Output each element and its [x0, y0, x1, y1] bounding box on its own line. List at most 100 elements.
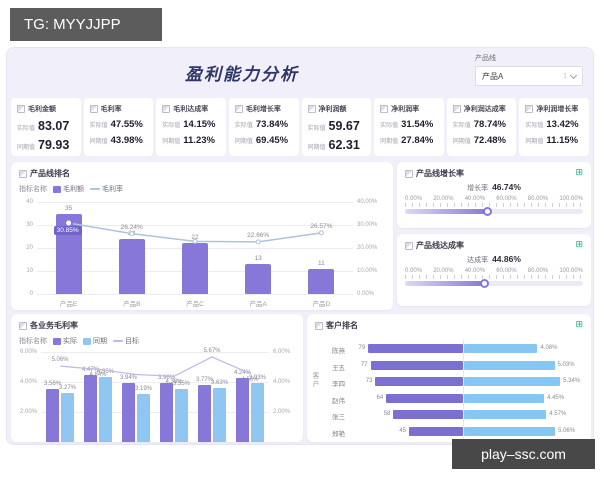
kpi-card: 净利润额 实际值 59.67 同期值 62.31 [301, 98, 372, 156]
bar-customer-rate[interactable] [464, 426, 556, 436]
gauge-fill [405, 281, 485, 286]
panel-title: 各业务毛利率 [19, 320, 78, 331]
customer-name: 张三 [332, 414, 345, 421]
bar-customer-rate[interactable] [464, 360, 555, 370]
line-point[interactable] [129, 231, 135, 237]
panel-growth-rate-gauge: 产品线增长率 ⊞ 增长率 46.74% 0.00% 20.00% 40.00% 60.00… [397, 162, 591, 228]
kpi-period-row: 同期值 69.45% [235, 135, 293, 146]
line-point[interactable] [255, 239, 261, 245]
export-icon[interactable]: ⊞ [575, 319, 583, 329]
growth-rate-gauge: 增长率 46.74% 0.00% 20.00% 40.00% 60.00% 80.00% 10… [405, 182, 583, 216]
gauge-tick: 80.00% [527, 196, 549, 202]
business-margin-chart: 2.00% 2.00% 4.00% 4.00% 6.00% 6.00% 3.56% 3.27%… [11, 314, 303, 442]
bar-customer-rate[interactable] [464, 410, 547, 419]
metric-icon [380, 105, 389, 113]
bar-period[interactable] [251, 383, 264, 442]
kpi-title: 净利润达成率 [452, 104, 511, 114]
line-point[interactable] [192, 238, 198, 244]
bar-period[interactable] [61, 392, 74, 442]
bar-customer-rate[interactable] [464, 344, 538, 353]
bar-customer-rate[interactable] [464, 377, 561, 386]
bar-customer-amount[interactable] [409, 426, 463, 436]
bar-value-label: 4.47% [81, 366, 99, 373]
gauge-track[interactable] [405, 279, 583, 288]
panel-title: 客户排名 [315, 320, 358, 331]
kpi-row: 毛利金额 实际值 83.07 同期值 79.93 毛利率 实际值 47.55% 同期值 43.98… [11, 98, 589, 156]
gauge-value-row: 达成率 44.86% [405, 254, 583, 265]
bar-actual[interactable] [198, 385, 211, 442]
kpi-actual-label: 实际值 [162, 123, 181, 129]
line-point[interactable] [318, 230, 324, 236]
gauge-handle[interactable] [479, 279, 489, 288]
bar-customer-amount[interactable] [368, 344, 463, 353]
bar-actual[interactable] [160, 382, 173, 442]
kpi-period-label: 同期值 [452, 139, 471, 145]
gauge-value-row: 增长率 46.74% [405, 182, 583, 193]
kpi-period-label: 同期值 [234, 139, 253, 145]
bar-value-label: 3.96% [157, 374, 175, 381]
bar-actual[interactable] [46, 388, 59, 442]
bar-gross-profit[interactable] [308, 268, 335, 294]
metric-icon [525, 105, 534, 113]
legend-item-line[interactable]: 毛利率 [90, 184, 123, 194]
kpi-card: 净利润达成率 实际值 78.74% 同期值 72.48% [446, 98, 517, 156]
legend-item-bar[interactable]: 毛利额 [53, 184, 84, 194]
chart-icon [19, 321, 27, 330]
kpi-period-row: 同期值 27.84% [380, 135, 438, 146]
customer-amount-label: 73 [365, 378, 373, 384]
kpi-actual-label: 实际值 [307, 126, 326, 132]
legend-item-bar[interactable]: 同期 [83, 336, 107, 346]
bar-customer-rate[interactable] [464, 393, 545, 403]
bar-customer-amount[interactable] [386, 393, 463, 403]
target-value-label: 4.56% [241, 376, 259, 383]
customer-name: 王五 [332, 364, 345, 372]
bar-period[interactable] [175, 388, 188, 442]
kpi-period-row: 同期值 11.23% [162, 135, 220, 146]
bar-gross-profit[interactable] [118, 238, 145, 294]
kpi-actual-value: 31.54% [401, 119, 434, 130]
bar-customer-amount[interactable] [375, 377, 463, 386]
bar-actual[interactable] [236, 378, 249, 442]
x-axis-label: 产品B [123, 301, 141, 308]
chart-legend: 指标名称 毛利额 毛利率 [19, 184, 123, 194]
kpi-period-value: 69.45% [255, 135, 289, 146]
gauge-track[interactable] [405, 207, 583, 216]
legend-label: 目标 [125, 338, 139, 345]
customer-rate-label: 4.57% [549, 411, 567, 417]
bar-value-label: 4.35% [96, 368, 114, 375]
bar-actual[interactable] [122, 382, 135, 442]
export-icon[interactable]: ⊞ [575, 167, 583, 177]
gauge-tick-labels: 0.00% 20.00% 40.00% 60.00% 80.00% 100.00% [405, 268, 583, 274]
product-line-ranking-chart: 0 0.00% 10 10.00% 20 20.00% 30 30.00% 40 40.00% 35… [11, 162, 393, 310]
bar-gross-profit[interactable] [245, 264, 272, 294]
bar-value-label: 3.94% [119, 374, 137, 381]
kpi-title-text: 毛利金额 [28, 106, 56, 113]
kpi-card: 毛利达成率 实际值 14.15% 同期值 11.23% [156, 98, 226, 156]
customer-name: 陈燕 [332, 348, 345, 355]
product-line-select[interactable]: 产品A 1 [475, 66, 583, 86]
customer-name: 郑艳 [332, 430, 345, 438]
bar-period[interactable] [99, 376, 112, 442]
legend-item-line[interactable]: 目标 [113, 336, 139, 346]
y-axis-tick: 6.00% [19, 349, 37, 355]
bar-value-label: 3.27% [58, 384, 76, 391]
kpi-title: 毛利达成率 [162, 104, 220, 114]
gauge-handle[interactable] [483, 207, 493, 216]
bar-period[interactable] [137, 394, 150, 442]
bar-actual[interactable] [84, 374, 97, 442]
bar-gross-profit[interactable] [182, 243, 208, 294]
bar-customer-amount[interactable] [393, 410, 463, 419]
kpi-period-value: 79.93 [38, 138, 70, 152]
gauge-fill [405, 209, 489, 214]
bar-customer-amount[interactable] [370, 360, 463, 370]
y2-axis-tick: 4.00% [273, 379, 291, 385]
kpi-period-label: 同期值 [380, 139, 399, 145]
legend-item-bar[interactable]: 实际 [53, 336, 77, 346]
export-icon[interactable]: ⊞ [575, 239, 583, 249]
kpi-card: 净利润增长率 实际值 13.42% 同期值 11.15% [519, 98, 589, 156]
panel-title: 产品线排名 [19, 168, 70, 179]
achievement-rate-gauge: 达成率 44.86% 0.00% 20.00% 40.00% 60.00% 80.00% 10… [405, 254, 583, 288]
kpi-card: 净利润率 实际值 31.54% 同期值 27.84% [374, 98, 444, 156]
bar-period[interactable] [213, 387, 226, 442]
watermark-site: play–ssc.com [452, 439, 595, 469]
